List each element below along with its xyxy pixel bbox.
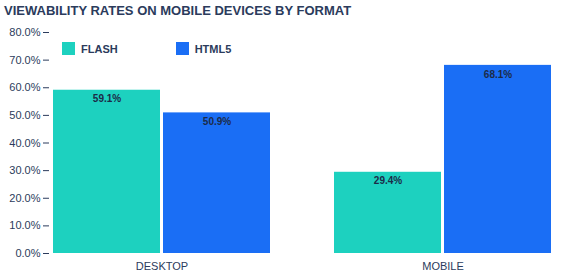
svg-text:20.0%: 20.0% — [9, 192, 40, 204]
svg-text:10.0%: 10.0% — [9, 219, 40, 231]
svg-text:50.9%: 50.9% — [203, 116, 231, 127]
svg-text:30.0%: 30.0% — [9, 164, 40, 176]
svg-text:DESKTOP: DESKTOP — [136, 260, 188, 272]
svg-text:0.0%: 0.0% — [15, 247, 40, 259]
svg-text:50.0%: 50.0% — [9, 109, 40, 121]
svg-text:80.0%: 80.0% — [9, 26, 40, 38]
svg-text:68.1%: 68.1% — [484, 69, 512, 80]
svg-text:29.4%: 29.4% — [374, 175, 402, 186]
html-text:VIEWABILITY RATES ON MOBILE DE: VIEWABILITY RATES ON MOBILE DEVICES BY F… — [4, 3, 352, 18]
svg-text:70.0%: 70.0% — [9, 54, 40, 66]
svg-text:MOBILE: MOBILE — [422, 260, 464, 272]
svg-text:59.1%: 59.1% — [93, 93, 121, 104]
svg-text:40.0%: 40.0% — [9, 137, 40, 149]
svg-text:60.0%: 60.0% — [9, 81, 40, 93]
html-text:FLASH: FLASH — [81, 42, 118, 55]
html-text:HTML5: HTML5 — [194, 42, 232, 55]
